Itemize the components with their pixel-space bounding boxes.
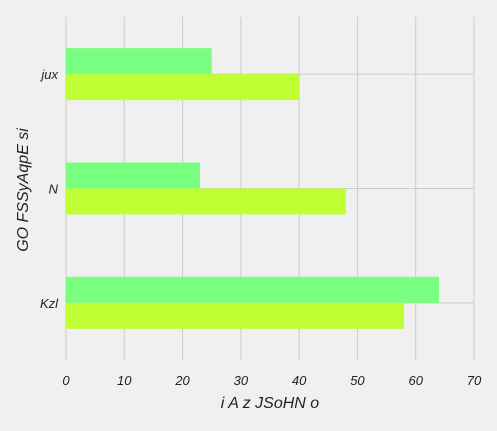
y-tick-label: N — [49, 182, 59, 197]
x-tick-label: 40 — [292, 373, 307, 388]
bar-series-0-kzl — [66, 276, 440, 303]
x-tick-label: 10 — [117, 373, 132, 388]
bar-series-1-n — [66, 188, 346, 215]
bar-series-1-jux — [66, 74, 300, 101]
bar-series-1-kzl — [66, 302, 405, 329]
x-tick-label: 20 — [174, 373, 190, 388]
x-axis-label: i A z JSoHN o — [221, 395, 320, 412]
x-tick-label: 70 — [467, 373, 482, 388]
x-tick-labels: 0 10 20 30 40 50 60 70 — [62, 373, 482, 388]
x-tick-label: 60 — [408, 373, 423, 388]
x-tick-label: 30 — [234, 373, 249, 388]
bar-series-0-n — [66, 162, 201, 189]
x-tick-label: 50 — [350, 373, 365, 388]
y-tick-label: jux — [39, 67, 58, 82]
bar-series-0-jux — [66, 48, 212, 75]
y-axis-label: GO FSSyAqpE si — [15, 128, 32, 252]
bars — [66, 48, 440, 329]
y-tick-labels: jux N Kzl — [39, 67, 59, 311]
y-tick-label: Kzl — [40, 296, 59, 311]
x-tick-label: 0 — [62, 373, 70, 388]
